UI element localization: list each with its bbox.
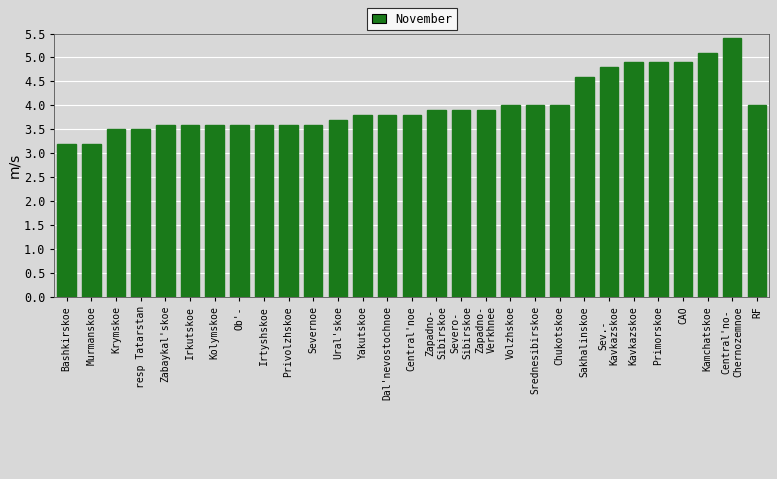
Bar [82,144,100,297]
Bar [181,125,199,297]
Bar [106,129,125,297]
Bar [699,53,717,297]
Bar [205,125,224,297]
Bar [747,105,766,297]
Y-axis label: m/s: m/s [7,153,21,178]
Bar [131,129,150,297]
Bar [279,125,298,297]
Bar [452,110,470,297]
Bar [255,125,274,297]
Bar [304,125,322,297]
Bar [526,105,545,297]
Bar [501,105,520,297]
Bar [230,125,249,297]
Bar [427,110,446,297]
Legend: November: November [367,8,457,30]
Bar [600,67,618,297]
Bar [402,115,421,297]
Bar [550,105,569,297]
Bar [57,144,76,297]
Bar [674,62,692,297]
Bar [649,62,667,297]
Bar [378,115,396,297]
Bar [354,115,371,297]
Bar [723,38,741,297]
Bar [156,125,175,297]
Bar [625,62,643,297]
Bar [329,120,347,297]
Bar [575,77,594,297]
Bar [476,110,495,297]
